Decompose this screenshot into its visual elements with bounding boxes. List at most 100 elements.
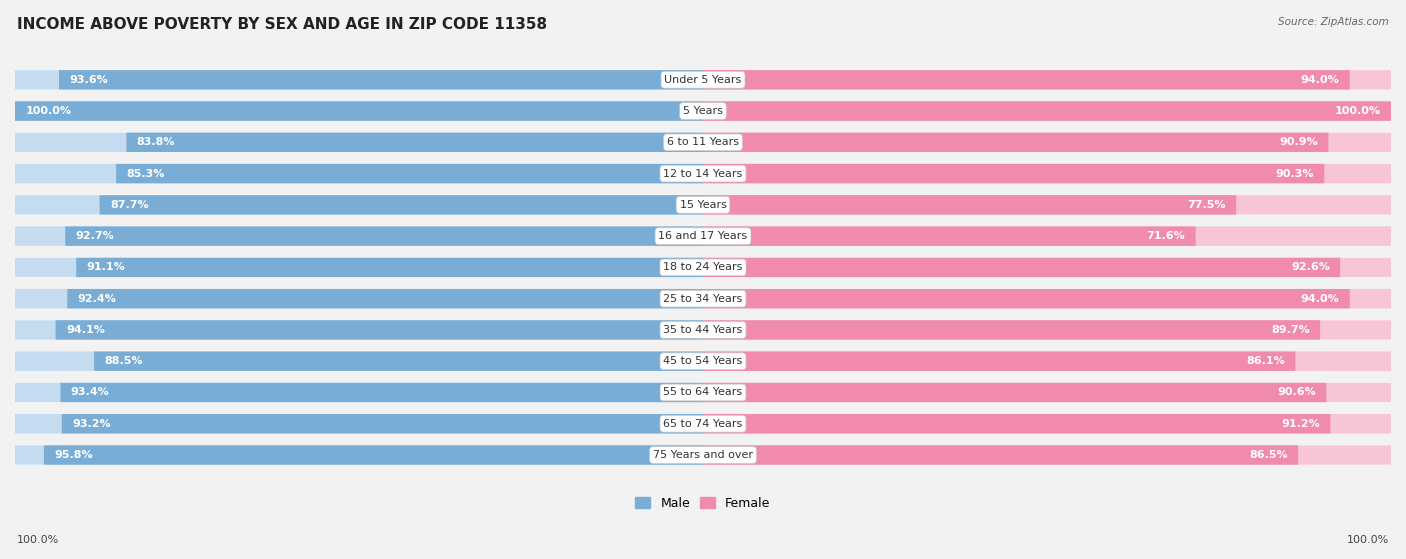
FancyBboxPatch shape	[703, 195, 1236, 215]
FancyBboxPatch shape	[15, 414, 703, 433]
FancyBboxPatch shape	[15, 70, 703, 89]
Text: 85.3%: 85.3%	[127, 169, 165, 179]
Text: 100.0%: 100.0%	[1347, 535, 1389, 545]
FancyBboxPatch shape	[703, 414, 1330, 433]
FancyBboxPatch shape	[15, 352, 703, 371]
FancyBboxPatch shape	[15, 288, 1391, 309]
FancyBboxPatch shape	[56, 320, 703, 340]
FancyBboxPatch shape	[703, 132, 1329, 152]
FancyBboxPatch shape	[127, 132, 703, 152]
FancyBboxPatch shape	[703, 289, 1350, 309]
FancyBboxPatch shape	[703, 289, 1391, 309]
FancyBboxPatch shape	[15, 445, 1391, 465]
FancyBboxPatch shape	[15, 70, 1391, 90]
FancyBboxPatch shape	[703, 101, 1391, 121]
Text: 75 Years and over: 75 Years and over	[652, 450, 754, 460]
FancyBboxPatch shape	[60, 383, 703, 402]
FancyBboxPatch shape	[703, 195, 1391, 215]
Text: 25 to 34 Years: 25 to 34 Years	[664, 293, 742, 304]
FancyBboxPatch shape	[703, 101, 1391, 121]
Text: 55 to 64 Years: 55 to 64 Years	[664, 387, 742, 397]
FancyBboxPatch shape	[703, 258, 1340, 277]
FancyBboxPatch shape	[117, 164, 703, 183]
FancyBboxPatch shape	[703, 164, 1324, 183]
Text: 92.4%: 92.4%	[77, 293, 117, 304]
FancyBboxPatch shape	[703, 414, 1391, 433]
FancyBboxPatch shape	[15, 258, 703, 277]
FancyBboxPatch shape	[703, 320, 1320, 340]
Text: 95.8%: 95.8%	[55, 450, 93, 460]
FancyBboxPatch shape	[15, 164, 703, 183]
FancyBboxPatch shape	[703, 446, 1391, 465]
Text: 90.9%: 90.9%	[1279, 138, 1317, 148]
Text: 94.0%: 94.0%	[1301, 293, 1340, 304]
FancyBboxPatch shape	[703, 132, 1391, 152]
FancyBboxPatch shape	[703, 383, 1326, 402]
Text: 5 Years: 5 Years	[683, 106, 723, 116]
FancyBboxPatch shape	[15, 351, 1391, 371]
Text: 35 to 44 Years: 35 to 44 Years	[664, 325, 742, 335]
FancyBboxPatch shape	[44, 446, 703, 465]
FancyBboxPatch shape	[15, 101, 703, 121]
Text: 94.0%: 94.0%	[1301, 75, 1340, 85]
Text: 94.1%: 94.1%	[66, 325, 105, 335]
FancyBboxPatch shape	[15, 446, 703, 465]
Text: 88.5%: 88.5%	[104, 356, 143, 366]
FancyBboxPatch shape	[703, 320, 1391, 340]
Text: 90.3%: 90.3%	[1275, 169, 1315, 179]
Text: 83.8%: 83.8%	[136, 138, 176, 148]
FancyBboxPatch shape	[15, 320, 1391, 340]
Text: 93.4%: 93.4%	[70, 387, 110, 397]
FancyBboxPatch shape	[703, 258, 1391, 277]
FancyBboxPatch shape	[703, 383, 1391, 402]
Text: 100.0%: 100.0%	[25, 106, 72, 116]
Text: Source: ZipAtlas.com: Source: ZipAtlas.com	[1278, 17, 1389, 27]
FancyBboxPatch shape	[94, 352, 703, 371]
FancyBboxPatch shape	[703, 70, 1391, 89]
FancyBboxPatch shape	[15, 289, 703, 309]
FancyBboxPatch shape	[76, 258, 703, 277]
Text: 12 to 14 Years: 12 to 14 Years	[664, 169, 742, 179]
Text: 86.1%: 86.1%	[1246, 356, 1285, 366]
FancyBboxPatch shape	[100, 195, 703, 215]
Text: 6 to 11 Years: 6 to 11 Years	[666, 138, 740, 148]
Text: 100.0%: 100.0%	[17, 535, 59, 545]
FancyBboxPatch shape	[15, 132, 703, 152]
Text: 86.5%: 86.5%	[1249, 450, 1288, 460]
FancyBboxPatch shape	[703, 70, 1350, 89]
FancyBboxPatch shape	[703, 352, 1391, 371]
Text: 77.5%: 77.5%	[1188, 200, 1226, 210]
Text: 91.1%: 91.1%	[87, 262, 125, 272]
FancyBboxPatch shape	[67, 289, 703, 309]
FancyBboxPatch shape	[15, 132, 1391, 153]
Text: 65 to 74 Years: 65 to 74 Years	[664, 419, 742, 429]
FancyBboxPatch shape	[59, 70, 703, 89]
Text: 93.6%: 93.6%	[69, 75, 108, 85]
FancyBboxPatch shape	[703, 226, 1391, 246]
FancyBboxPatch shape	[703, 226, 1195, 246]
Text: 87.7%: 87.7%	[110, 200, 149, 210]
FancyBboxPatch shape	[703, 164, 1391, 183]
FancyBboxPatch shape	[15, 195, 1391, 215]
Text: 92.6%: 92.6%	[1291, 262, 1330, 272]
FancyBboxPatch shape	[15, 320, 703, 340]
Text: 45 to 54 Years: 45 to 54 Years	[664, 356, 742, 366]
Text: 93.2%: 93.2%	[72, 419, 111, 429]
FancyBboxPatch shape	[15, 226, 1391, 246]
FancyBboxPatch shape	[15, 257, 1391, 277]
Text: 18 to 24 Years: 18 to 24 Years	[664, 262, 742, 272]
FancyBboxPatch shape	[15, 195, 703, 215]
Text: Under 5 Years: Under 5 Years	[665, 75, 741, 85]
FancyBboxPatch shape	[15, 382, 1391, 402]
Text: INCOME ABOVE POVERTY BY SEX AND AGE IN ZIP CODE 11358: INCOME ABOVE POVERTY BY SEX AND AGE IN Z…	[17, 17, 547, 32]
FancyBboxPatch shape	[15, 101, 1391, 121]
Text: 91.2%: 91.2%	[1281, 419, 1320, 429]
FancyBboxPatch shape	[15, 383, 703, 402]
FancyBboxPatch shape	[65, 226, 703, 246]
Text: 15 Years: 15 Years	[679, 200, 727, 210]
Legend: Male, Female: Male, Female	[630, 492, 776, 515]
Text: 71.6%: 71.6%	[1146, 231, 1185, 241]
FancyBboxPatch shape	[15, 414, 1391, 434]
FancyBboxPatch shape	[15, 164, 1391, 183]
FancyBboxPatch shape	[62, 414, 703, 433]
